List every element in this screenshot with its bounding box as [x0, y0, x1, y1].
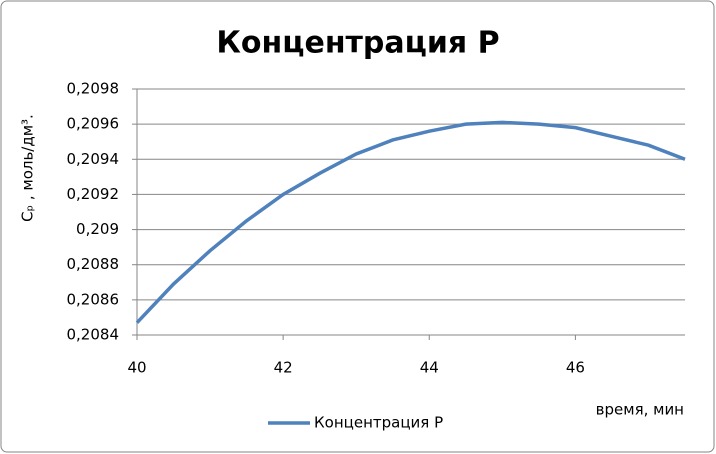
x-tick-label: 40 [127, 359, 146, 377]
chart-title: Концентрация P [216, 26, 499, 61]
x-tick-label: 42 [274, 359, 293, 377]
y-tick-label: 0,2098 [67, 80, 120, 98]
y-tick-label: 0,2086 [67, 290, 120, 308]
x-tick-label: 44 [420, 359, 439, 377]
legend-label: Концентрация P [314, 414, 443, 432]
y-axis-label: Cₚ , моль/дм³. [19, 114, 37, 222]
y-tick-label: 0,2092 [67, 185, 120, 203]
y-tick-label: 0,2084 [67, 326, 120, 344]
x-axis-label: время, мин [596, 401, 684, 419]
data-line [135, 120, 686, 324]
y-tick-label: 0,2096 [67, 115, 120, 133]
y-tick-label: 0,209 [76, 220, 119, 238]
x-tick-label: 46 [566, 359, 585, 377]
y-tick-label: 0,2088 [67, 255, 120, 273]
y-tick-label: 0,2094 [67, 150, 120, 168]
